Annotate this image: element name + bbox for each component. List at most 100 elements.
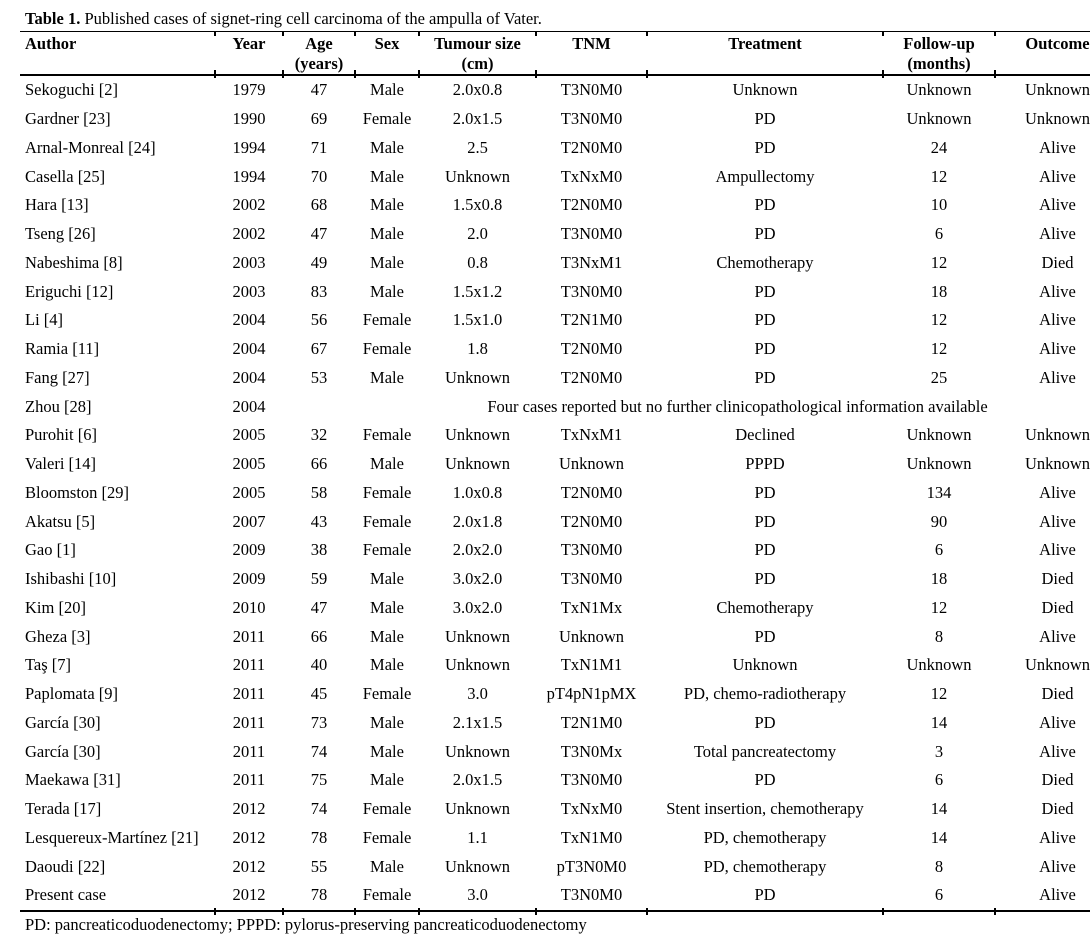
cell-year: 2010 [232, 597, 266, 617]
cell-sex: Male [370, 281, 404, 301]
cell-tnm: pT3N0M0 [556, 856, 627, 876]
cell-outcome: Died [1041, 569, 1074, 589]
cell-sex: Male [370, 569, 404, 589]
cell-sex: Male [370, 712, 404, 732]
cell-sex: Female [362, 540, 412, 560]
cell-sex: Male [370, 195, 404, 215]
cell-followup: 12 [930, 597, 948, 617]
cell-size: Unknown [444, 425, 511, 445]
cell-size: 2.0 [467, 224, 488, 244]
cell-year: 2011 [232, 655, 266, 675]
cell-age: 47 [310, 224, 328, 244]
cell-size: Unknown [444, 626, 511, 646]
cell-size: 1.5x0.8 [452, 195, 503, 215]
column-header-year: Year [215, 31, 284, 78]
cell-treatment: PD [754, 770, 776, 790]
column-header-sublabel: (months) [907, 53, 971, 73]
cell-tnm: T2N1M0 [560, 310, 623, 330]
cell-size: 2.0x1.5 [452, 109, 503, 129]
cell-age: 66 [310, 454, 328, 474]
cell-size: Unknown [444, 799, 511, 819]
column-header-followup: Follow-up (months) [883, 31, 996, 78]
cell-author: García [30] [25, 741, 101, 761]
cell-age-empty [283, 392, 355, 421]
column-header-size: Tumour size (cm) [419, 31, 537, 78]
cell-tnm: T3N0M0 [536, 881, 648, 915]
cell-outcome: Alive [1039, 339, 1076, 359]
cell-tnm: T2N0M0 [560, 367, 623, 387]
cell-size: 3.0x2.0 [452, 597, 503, 617]
column-header-sex: Sex [355, 31, 420, 78]
cell-year: 1994 [232, 166, 266, 186]
cell-outcome: Alive [1039, 511, 1076, 531]
cell-treatment: PD [754, 281, 776, 301]
cell-year: 1994 [232, 137, 266, 157]
cell-author: Valeri [14] [25, 454, 97, 474]
cell-author: Maekawa [31] [25, 770, 121, 790]
cell-author: Paplomata [9] [25, 684, 119, 704]
cell-span-note: Four cases reported but no further clini… [487, 396, 988, 416]
cell-size: 1.5x1.0 [452, 310, 503, 330]
cell-year: 2002 [232, 195, 266, 215]
cell-size: Unknown [444, 454, 511, 474]
cell-treatment: PD [754, 626, 776, 646]
cell-sex: Male [370, 626, 404, 646]
cell-followup: 14 [930, 712, 948, 732]
cell-age: 69 [310, 109, 328, 129]
cell-tnm: TxN1M1 [560, 655, 623, 675]
table-row: Arnal-Monreal [24] 1994 71 Male 2.5 T2N0M0 PD 2… [20, 134, 1090, 163]
cell-age: 53 [310, 367, 328, 387]
cell-sex: Male [370, 856, 404, 876]
cell-year: 2012 [232, 827, 266, 847]
table-row: Fang [27] 2004 53 Male Unknown T2N0M0 PD 25 Aliv… [20, 364, 1090, 393]
cell-age: 73 [310, 712, 328, 732]
cell-age: 71 [310, 137, 328, 157]
cell-author: Taş [7] [25, 655, 72, 675]
table-row: Paplomata [9] 2011 45 Female 3.0 pT4pN1pMX PD,… [20, 680, 1090, 709]
cell-treatment: PD [754, 137, 776, 157]
cell-outcome: Died [1041, 252, 1074, 272]
column-header-label: Tumour size [434, 34, 521, 53]
column-header-label: Treatment [728, 34, 802, 53]
cell-sex: Female [362, 684, 412, 704]
cell-treatment: Stent insertion, chemotherapy [666, 799, 864, 819]
cell-tnm: T3N0Mx [560, 741, 623, 761]
cell-tnm: TxNxM1 [560, 425, 623, 445]
cell-author: Fang [27] [25, 367, 90, 387]
table-caption-text: Published cases of signet-ring cell carc… [80, 9, 542, 28]
cell-followup: 8 [934, 626, 944, 646]
cell-sex: Female [362, 310, 412, 330]
cell-tnm: TxN1Mx [560, 597, 623, 617]
cell-year: 2004 [232, 396, 266, 416]
cell-author: Ishibashi [10] [25, 569, 117, 589]
cell-year: 2005 [232, 454, 266, 474]
column-header-label: TNM [572, 34, 611, 53]
cell-followup: 3 [934, 741, 944, 761]
cell-outcome: Unknown [1024, 454, 1090, 474]
cell-tnm: T2N0M0 [560, 482, 623, 502]
table-row: Zhou [28] 2004 Four cases reported but no … [20, 392, 1090, 421]
cell-outcome: Unknown [1024, 109, 1090, 129]
cell-year: 2009 [232, 569, 266, 589]
cell-age: 56 [310, 310, 328, 330]
cell-treatment: PD [754, 195, 776, 215]
cell-sex: Male [370, 655, 404, 675]
cell-year: 2012 [232, 799, 266, 819]
cell-sex: Female [355, 881, 420, 915]
header-row: Author Year Age (years) Sex Tumour size (cm) TN… [20, 31, 1090, 78]
cell-tnm: Unknown [558, 454, 625, 474]
cell-size: 2.5 [467, 137, 488, 157]
cell-outcome: Alive [1039, 626, 1076, 646]
table-row: Eriguchi [12] 2003 83 Male 1.5x1.2 T3N0M0 PD 18… [20, 277, 1090, 306]
cell-year: 2003 [232, 281, 266, 301]
cell-outcome: Unknown [1024, 655, 1090, 675]
cell-age: 45 [310, 684, 328, 704]
cell-outcome: Alive [995, 881, 1090, 912]
cell-followup: 6 [883, 881, 996, 915]
cell-followup: 18 [930, 281, 948, 301]
column-header-label: Follow-up [903, 34, 975, 53]
cell-age: 67 [310, 339, 328, 359]
cell-author: Tseng [26] [25, 224, 96, 244]
cell-tnm: T2N1M0 [560, 712, 623, 732]
cell-sex: Male [370, 741, 404, 761]
